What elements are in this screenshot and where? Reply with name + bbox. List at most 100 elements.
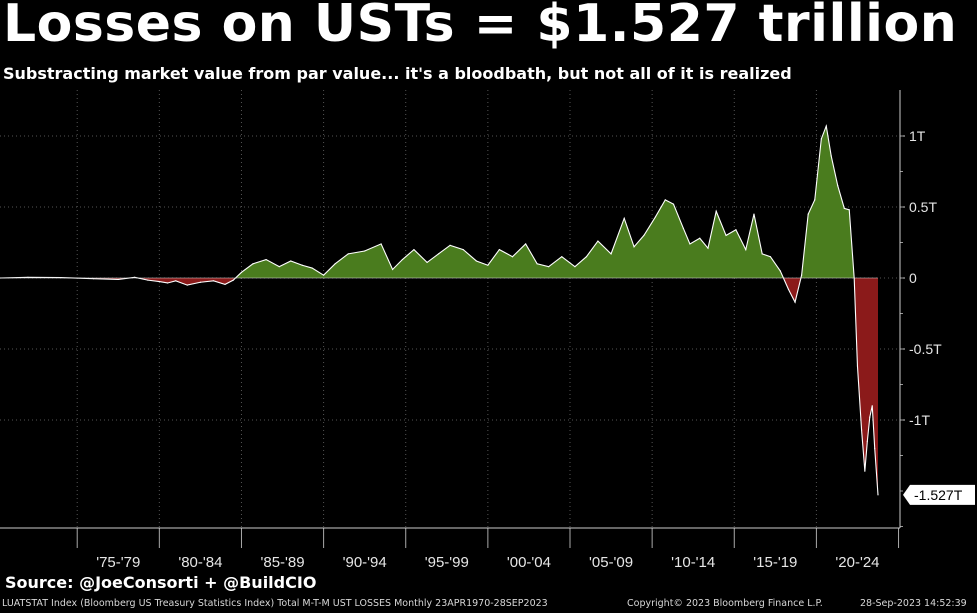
- data-point: [449, 244, 451, 246]
- data-point: [864, 470, 866, 472]
- x-tick-label: '10-'14: [671, 554, 715, 570]
- data-point: [682, 227, 684, 229]
- x-tick-label: '80-'84: [178, 554, 222, 570]
- data-point: [240, 271, 243, 273]
- data-point: [633, 246, 635, 248]
- data-point: [166, 282, 169, 284]
- x-tick-label: '95-'99: [425, 554, 469, 570]
- data-point: [825, 125, 827, 127]
- data-point: [380, 243, 382, 245]
- data-point: [401, 258, 404, 261]
- data-point: [475, 260, 477, 262]
- data-point: [301, 264, 303, 266]
- data-point: [820, 138, 822, 140]
- data-point: [735, 229, 737, 231]
- data-point: [860, 429, 863, 431]
- data-point: [334, 263, 336, 265]
- data-point: [715, 210, 717, 212]
- data-point: [871, 405, 873, 407]
- data-point: [830, 155, 832, 157]
- data-point: [597, 240, 599, 242]
- data-point: [585, 256, 588, 258]
- data-point: [856, 365, 859, 367]
- data-point: [252, 263, 254, 265]
- y-tick-label: -0.5T: [909, 341, 942, 357]
- data-point: [134, 276, 136, 278]
- data-point: [117, 278, 119, 281]
- data-point: [232, 279, 234, 281]
- data-point: [413, 249, 415, 251]
- data-point: [664, 199, 666, 201]
- data-point: [536, 263, 538, 265]
- y-tick-label: 0.5T: [909, 199, 937, 215]
- index-description: LUATSTAT Index (Bloomberg US Treasury St…: [2, 598, 548, 609]
- y-tick-label: 0: [909, 270, 917, 286]
- data-point: [877, 494, 879, 496]
- data-point: [807, 213, 809, 215]
- chart-title: Losses on USTs = $1.527 trillion: [3, 0, 958, 54]
- grid-layer: [0, 90, 900, 528]
- chart-subtitle: Substracting market value from par value…: [3, 64, 792, 83]
- data-point: [874, 447, 876, 449]
- area-layer: [0, 123, 879, 496]
- y-tick-label: 1T: [909, 128, 926, 144]
- last-value-callout: -1.527T: [903, 484, 975, 505]
- data-point: [511, 256, 514, 258]
- data-point: [27, 276, 29, 278]
- data-point: [147, 279, 149, 281]
- data-point: [290, 260, 292, 262]
- x-tick-label: '05-'09: [589, 554, 633, 570]
- last-value-label: -1.527T: [914, 487, 963, 503]
- data-point: [426, 261, 428, 263]
- data-point: [761, 253, 763, 255]
- data-point: [869, 416, 871, 418]
- data-point: [158, 280, 160, 283]
- negative-area: [0, 278, 878, 495]
- data-point: [212, 280, 215, 282]
- data-point: [843, 207, 845, 210]
- data-point: [848, 209, 850, 211]
- x-tick-label: '15-'19: [753, 554, 797, 570]
- data-point: [175, 280, 177, 282]
- timestamp-text: 28-Sep-2023 14:52:39: [860, 598, 967, 609]
- x-tick-label: '90-'94: [343, 554, 387, 570]
- data-point: [610, 253, 612, 255]
- positive-area: [0, 126, 878, 278]
- data-point: [623, 217, 625, 219]
- data-point: [93, 278, 95, 280]
- data-point: [186, 284, 188, 286]
- data-point: [794, 301, 796, 303]
- data-point: [643, 234, 645, 236]
- y-tick-label: -1T: [909, 412, 930, 428]
- data-point: [561, 256, 563, 258]
- data-point: [548, 266, 550, 268]
- data-point: [347, 253, 349, 255]
- data-point: [814, 199, 816, 201]
- data-point: [323, 274, 325, 276]
- data-point: [779, 270, 781, 272]
- data-point: [745, 249, 747, 251]
- data-point: [725, 234, 727, 236]
- x-tick-label: '85-'89: [260, 554, 304, 570]
- data-point: [654, 216, 657, 218]
- data-point: [787, 288, 790, 290]
- data-point: [753, 213, 755, 215]
- data-point: [265, 258, 267, 261]
- x-tick-label: '20-'24: [835, 554, 879, 570]
- axis-layer: 1T 0.5T 0 -0.5T -1T '75-'79 '80-'84 '85-'89 '90-…: [0, 90, 975, 570]
- data-point: [462, 249, 464, 251]
- data-point: [364, 250, 366, 252]
- data-point: [487, 264, 489, 266]
- data-point: [278, 266, 280, 268]
- source-credit: Source: @JoeConsorti + @BuildCIO: [5, 573, 317, 592]
- series-line: [0, 123, 879, 495]
- data-point: [689, 243, 691, 245]
- data-point: [525, 243, 527, 245]
- copyright-text: Copyright© 2023 Bloomberg Finance L.P.: [627, 598, 823, 609]
- data-point: [801, 274, 803, 276]
- data-point: [574, 266, 576, 268]
- data-point: [224, 283, 226, 285]
- data-point: [707, 247, 709, 249]
- data-point: [699, 237, 701, 239]
- area-chart: 1T 0.5T 0 -0.5T -1T '75-'79 '80-'84 '85-'89 '90-…: [0, 90, 975, 570]
